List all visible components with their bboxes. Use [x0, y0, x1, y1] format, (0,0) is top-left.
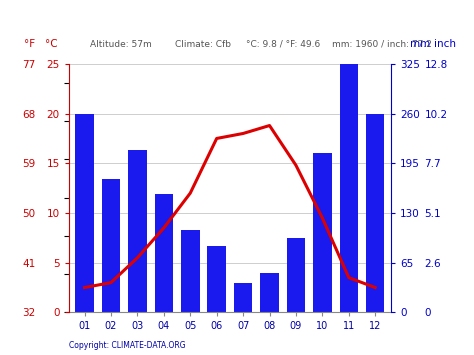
- Bar: [366, 114, 384, 312]
- Bar: [75, 114, 94, 312]
- Bar: [102, 179, 120, 312]
- Bar: [155, 194, 173, 312]
- Bar: [181, 230, 200, 312]
- Text: °C: 9.8 / °F: 49.6: °C: 9.8 / °F: 49.6: [246, 40, 321, 49]
- Text: Copyright: CLIMATE-DATA.ORG: Copyright: CLIMATE-DATA.ORG: [69, 341, 185, 350]
- Bar: [260, 273, 279, 312]
- Text: Altitude: 57m: Altitude: 57m: [90, 40, 152, 49]
- Bar: [128, 149, 146, 312]
- Bar: [234, 283, 252, 312]
- Bar: [313, 153, 332, 312]
- Text: °C: °C: [45, 39, 58, 49]
- Text: °F: °F: [24, 39, 35, 49]
- Text: inch: inch: [434, 39, 456, 49]
- Text: mm: mm: [410, 39, 430, 49]
- Bar: [339, 56, 358, 312]
- Text: mm: 1960 / inch: 77.2: mm: 1960 / inch: 77.2: [332, 40, 432, 49]
- Bar: [287, 238, 305, 312]
- Text: Climate: Cfb: Climate: Cfb: [175, 40, 231, 49]
- Bar: [208, 246, 226, 312]
